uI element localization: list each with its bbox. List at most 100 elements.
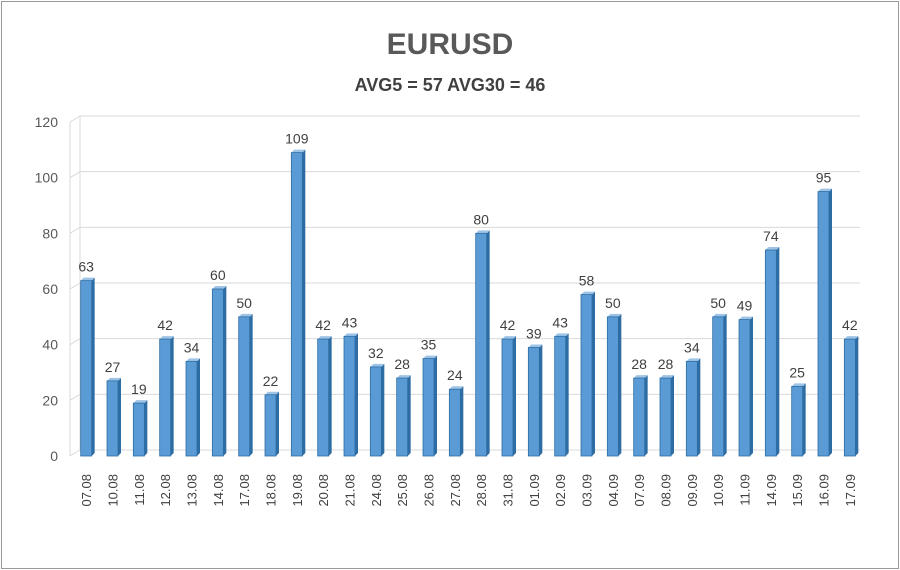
data-label: 49 <box>737 298 753 314</box>
x-tick-label: 12.08 <box>158 474 173 507</box>
bar-top <box>265 391 279 395</box>
bar-front <box>317 338 330 457</box>
bar-front <box>685 360 698 457</box>
bar-side <box>302 149 306 456</box>
bar-side <box>592 291 595 456</box>
bar-front <box>264 394 277 457</box>
data-label: 50 <box>710 295 726 311</box>
bar-top <box>528 344 543 348</box>
y-tick-label: 100 <box>35 170 59 186</box>
bar-front <box>606 316 619 457</box>
bar-front <box>238 316 251 457</box>
x-tick-label: 15.09 <box>790 474 805 507</box>
y-tick-label: 120 <box>35 114 59 130</box>
bar-11.08 <box>132 400 148 457</box>
bar-top <box>844 336 859 340</box>
bar-top <box>686 358 701 362</box>
data-label: 28 <box>631 356 647 372</box>
bar-side <box>539 344 543 456</box>
bar-side <box>776 247 780 456</box>
bar-14.09 <box>764 247 780 457</box>
gridline-diag-2 <box>69 338 81 346</box>
data-label: 50 <box>236 295 252 311</box>
data-label: 19 <box>131 381 147 397</box>
data-label: 95 <box>816 170 832 186</box>
bar-02.09 <box>554 333 569 457</box>
y-tick-label: 0 <box>50 448 58 464</box>
data-label: 63 <box>78 259 94 275</box>
bar-top <box>370 363 385 367</box>
data-label: 58 <box>579 273 595 289</box>
x-tick-label: 01.09 <box>527 474 542 507</box>
data-label: 42 <box>315 317 331 333</box>
x-tick-label: 17.09 <box>843 474 858 507</box>
x-tick-label: 14.08 <box>211 474 226 507</box>
x-tick-label: 13.08 <box>185 474 200 507</box>
data-label: 28 <box>394 356 410 372</box>
bar-top <box>107 377 121 381</box>
data-label: 50 <box>605 295 621 311</box>
x-tick-label: 11.08 <box>132 474 147 506</box>
bar-front <box>132 402 145 457</box>
bar-front <box>475 232 488 457</box>
bar-front <box>580 294 593 457</box>
bar-14.08 <box>211 286 227 457</box>
x-tick-label: 25.08 <box>395 474 410 507</box>
bar-top <box>186 358 200 362</box>
bar-side <box>855 336 859 456</box>
bar-26.08 <box>422 355 437 457</box>
bar-side <box>381 363 385 456</box>
y-axis-ticks: 0 20 40 60 80 100 120 <box>35 114 59 464</box>
bar-top <box>344 333 358 337</box>
gridline-diag-1 <box>69 393 81 401</box>
gridlines <box>69 115 860 457</box>
bar-side <box>249 313 253 456</box>
data-label: 39 <box>526 325 542 341</box>
x-tick-label: 24.08 <box>369 474 384 507</box>
bar-15.09 <box>791 383 806 457</box>
bar-side <box>565 333 569 456</box>
data-label: 25 <box>789 364 805 380</box>
bar-17.09 <box>843 336 859 457</box>
x-tick-label: 28.08 <box>474 474 489 507</box>
data-label: 74 <box>763 228 779 244</box>
bar-side <box>460 386 464 456</box>
bar-side <box>170 336 174 456</box>
bar-top <box>238 313 253 317</box>
data-label: 42 <box>842 317 858 333</box>
x-tick-label: 11.09 <box>738 474 753 506</box>
bar-21.08 <box>343 333 358 457</box>
bar-front <box>738 319 751 457</box>
bar-top <box>423 355 437 359</box>
bar-top <box>660 375 674 379</box>
bar-top <box>475 230 490 234</box>
chart-subtitle: AVG5 = 57 AVG30 = 46 <box>354 75 546 95</box>
x-tick-label: 03.09 <box>580 474 595 507</box>
gridline-diag-0 <box>69 449 81 457</box>
bar-side <box>434 355 437 456</box>
bar-front <box>185 360 198 457</box>
gridline-diag-6 <box>69 115 81 123</box>
x-tick-label: 14.09 <box>764 474 779 507</box>
bar-front <box>501 338 514 457</box>
bar-28.08 <box>475 230 490 457</box>
bar-07.08 <box>80 277 95 457</box>
bar-top <box>712 313 727 317</box>
x-tick-label: 02.09 <box>553 474 568 507</box>
bar-top <box>791 383 806 387</box>
bar-front <box>448 388 461 457</box>
bars <box>80 149 859 457</box>
bar-side <box>197 358 200 456</box>
bar-front <box>396 377 409 457</box>
y-tick-label: 20 <box>42 392 58 408</box>
bar-13.08 <box>185 358 200 457</box>
bar-25.08 <box>396 375 411 457</box>
x-tick-label: 16.09 <box>817 474 832 507</box>
bar-side <box>223 286 227 456</box>
x-tick-label: 17.08 <box>237 474 252 507</box>
bar-12.08 <box>159 336 174 457</box>
bar-03.09 <box>580 291 595 457</box>
bar-01.09 <box>527 344 543 457</box>
